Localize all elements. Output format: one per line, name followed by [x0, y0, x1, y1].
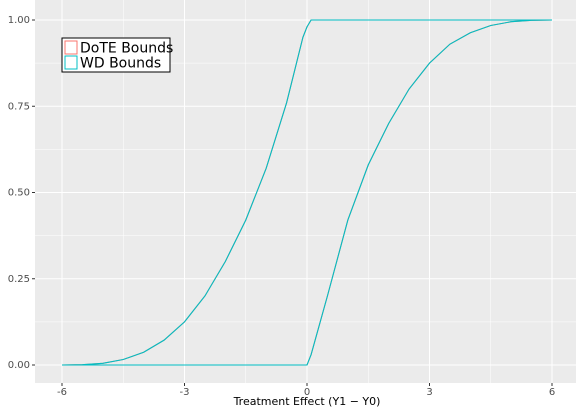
- y-tick-label: 0.00: [8, 360, 30, 371]
- x-axis-title: Treatment Effect (Y1 − Y0): [233, 395, 381, 408]
- legend-label: DoTE Bounds: [80, 41, 173, 57]
- legend-box: [61, 37, 171, 73]
- y-tick-label: 0.25: [8, 274, 30, 285]
- y-tick-label: 0.75: [8, 101, 30, 112]
- legend-key: [64, 40, 78, 55]
- x-tick-label: 0: [304, 387, 310, 398]
- legend-key: [64, 55, 78, 70]
- x-tick-label: -6: [57, 387, 67, 398]
- legend-label: WD Bounds: [80, 56, 161, 72]
- y-tick-label: 1.00: [8, 15, 30, 26]
- bound-line: [61, 19, 552, 366]
- bound-line: [62, 19, 553, 366]
- x-tick-label: 3: [426, 387, 432, 398]
- y-tick-label: 0.50: [8, 188, 30, 199]
- x-tick-label: -3: [180, 387, 190, 398]
- x-tick-label: 6: [549, 387, 555, 398]
